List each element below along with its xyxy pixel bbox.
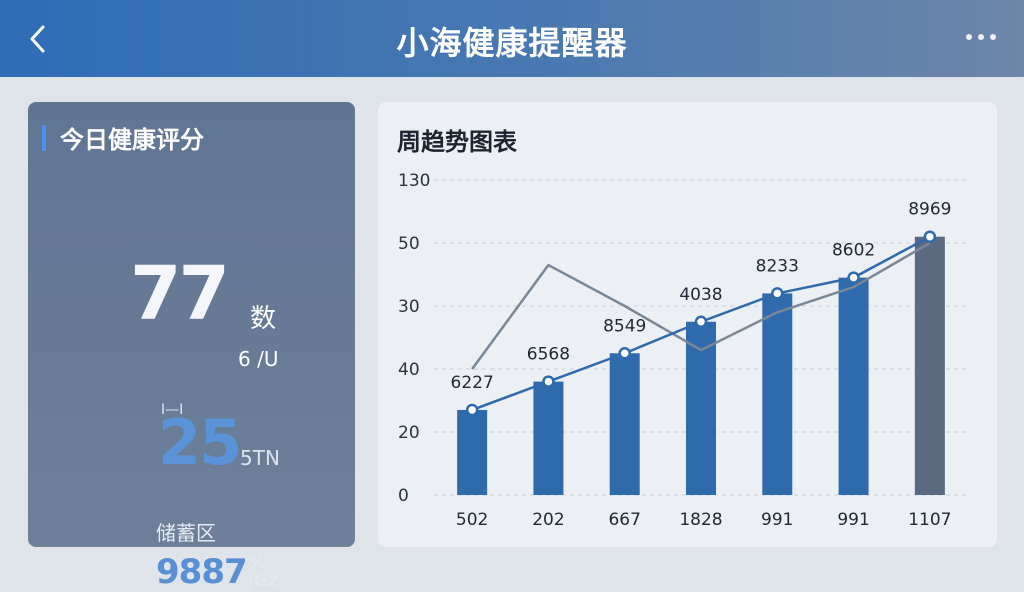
steps-value: 25 <box>158 406 242 479</box>
y-tick-label: 50 <box>398 234 420 254</box>
trend-point <box>618 347 631 360</box>
app-title: 小海健康提醒器 <box>396 24 628 62</box>
y-tick-label: 30 <box>398 297 420 317</box>
data-label: 8233 <box>756 256 799 276</box>
y-tick-label: 40 <box>398 360 420 380</box>
data-label: 8602 <box>832 241 875 261</box>
health-score-value: 77 <box>130 251 230 337</box>
bar <box>609 353 640 495</box>
y-tick-label: 130 <box>398 171 430 191</box>
data-label: 8549 <box>603 316 646 336</box>
zone-label: 储蓄区 <box>156 521 216 545</box>
trend-point <box>542 375 555 388</box>
more-horizontal-icon <box>978 34 984 40</box>
weekly-trend-chart: 0 20 40 30 50 130 6227 6568 8549 4038 8233 8602 8969… <box>398 171 968 530</box>
more-horizontal-icon <box>990 34 996 40</box>
data-label: 4038 <box>679 285 722 305</box>
more-button[interactable] <box>966 34 996 40</box>
bar <box>686 321 716 495</box>
steps-marker: I—I <box>161 402 184 418</box>
y-tick-label: 0 <box>398 486 409 506</box>
chevron-left-icon <box>30 25 45 53</box>
health-score-card: 今日健康评分 77 数 6 /U I—I 25 5TN 储蓄区 9887 % /… <box>28 102 355 592</box>
x-tick-label: 202 <box>532 510 564 530</box>
health-score-unit: 6 /U <box>238 347 279 371</box>
x-tick-label: 991 <box>837 510 869 530</box>
health-score-title: 今日健康评分 <box>42 120 204 155</box>
trend-point <box>923 230 937 243</box>
more-horizontal-icon <box>966 34 972 40</box>
x-tick-label: 667 <box>608 510 640 530</box>
zone-value: 9887 <box>156 552 248 592</box>
x-tick-label: 1107 <box>908 510 951 530</box>
back-button[interactable] <box>22 22 54 56</box>
bar <box>457 409 488 495</box>
trend-point <box>694 315 708 328</box>
y-tick-label: 20 <box>398 423 420 443</box>
bar <box>762 293 793 495</box>
data-label: 6568 <box>527 345 570 365</box>
chart-title: 周趋势图表 <box>397 128 517 156</box>
data-label: 6227 <box>451 373 494 393</box>
secondary-series-line <box>471 241 931 370</box>
x-tick-label: 1828 <box>679 510 722 530</box>
trend-point <box>771 287 784 300</box>
app-header: 小海健康提醒器 <box>0 0 1024 77</box>
bar <box>533 381 564 495</box>
x-tick-label: 502 <box>456 510 488 530</box>
bar <box>838 277 869 495</box>
trend-point <box>847 271 860 284</box>
zone-unit: % /Gz <box>248 554 277 590</box>
zone-unit-bottom: /Gz <box>248 570 278 591</box>
x-tick-label: 991 <box>761 510 793 530</box>
health-score-label: 数 <box>250 304 277 334</box>
title-accent-bar <box>42 124 46 151</box>
bar <box>914 236 945 495</box>
trend-point <box>465 403 479 417</box>
zone-unit-top: % <box>248 552 266 573</box>
health-score-title-text: 今日健康评分 <box>60 126 204 154</box>
data-label: 8969 <box>908 200 951 220</box>
weekly-trend-card: 周趋势图表 0 20 40 30 50 130 6227 6568 8549 4038 8233 86… <box>378 102 997 547</box>
steps-unit: 5TN <box>240 446 280 470</box>
